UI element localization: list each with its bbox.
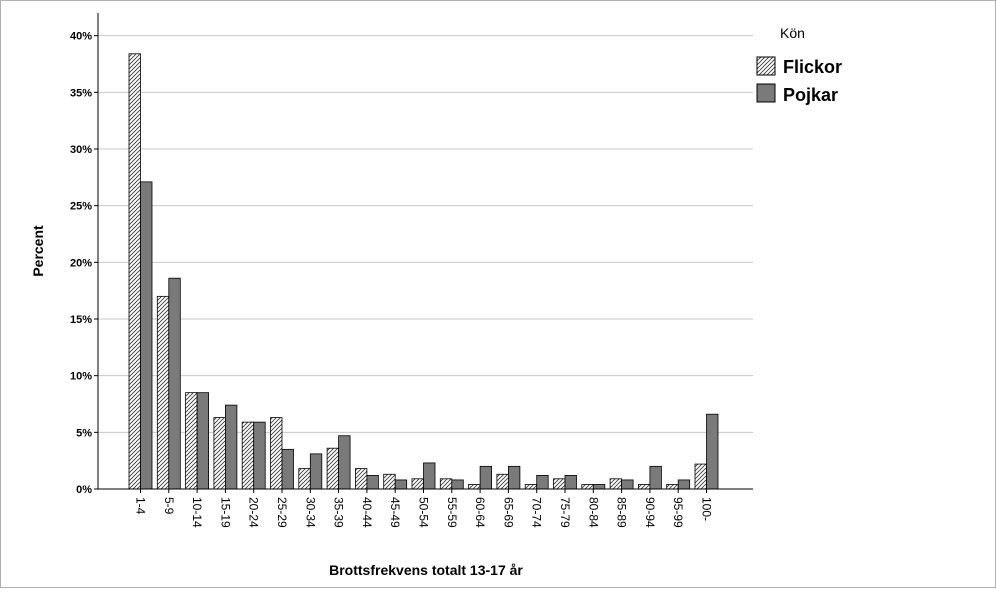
y-tick-label: 25%: [70, 201, 92, 213]
y-tick-label: 30%: [70, 144, 92, 156]
bar-flickor-10-14: [185, 392, 198, 490]
bar-pojkar-15-19: [224, 404, 238, 490]
legend: Kön Flickor Pojkar: [756, 25, 842, 105]
x-tick-label: 95-99: [671, 497, 685, 528]
bar-pojkar-40-44: [366, 474, 379, 490]
x-tick-label: 60-64: [473, 497, 487, 528]
x-tick-label: 75-79: [558, 497, 572, 528]
bar-flickor-5-9: [156, 295, 170, 490]
legend-label-flickor: Flickor: [783, 57, 842, 77]
bar-flickor-55-59: [439, 478, 453, 490]
bar-pojkar-20-24: [253, 421, 266, 490]
y-axis-title: Percent: [30, 225, 46, 277]
y-tick-label: 0%: [76, 484, 92, 496]
x-tick-label: 25-29: [275, 497, 289, 528]
x-tick-label: 5-9: [162, 497, 176, 515]
x-tick-label: 80-84: [586, 497, 600, 528]
bar-pojkar-60-64: [479, 465, 493, 490]
bar-flickor-40-44: [354, 468, 368, 490]
bar-pojkar-35-39: [338, 435, 351, 490]
bar-flickor-25-29: [270, 417, 283, 490]
bar-pojkar-25-29: [281, 448, 294, 490]
y-tick-label: 20%: [70, 257, 92, 269]
bar-flickor-60-64: [468, 484, 481, 490]
bar-flickor-65-69: [496, 473, 509, 490]
y-tick-label: 15%: [70, 314, 92, 326]
bar-flickor-80-84: [581, 484, 594, 490]
gridlines: [98, 35, 753, 433]
bar-pojkar-75-79: [564, 474, 577, 490]
bar-pojkar-80-84: [592, 484, 606, 490]
y-tick-labels: 0% 5% 10% 15% 20% 25% 30% 35% 40%: [70, 31, 98, 496]
bar-flickor-45-49: [383, 473, 396, 490]
bar-flickor-50-54: [411, 478, 424, 490]
bar-pojkar-100-: [706, 413, 719, 490]
x-tick-label: 65-69: [501, 497, 515, 528]
x-tick-label: 70-74: [530, 497, 544, 528]
bar-pojkar-95-99: [677, 479, 691, 490]
bar-pojkar-70-74: [536, 474, 549, 490]
bar-flickor-95-99: [666, 484, 679, 490]
bar-pojkar-1-4: [140, 181, 153, 490]
bar-pojkar-55-59: [451, 479, 464, 490]
x-tick-label: 35-39: [332, 497, 346, 528]
x-tick-label: 40-44: [360, 497, 374, 528]
bar-pojkar-85-89: [621, 479, 634, 490]
legend-label-pojkar: Pojkar: [783, 85, 838, 105]
bar-pojkar-45-49: [394, 479, 408, 490]
x-tick-label: 15-19: [218, 497, 232, 528]
x-tick-label: 85-89: [615, 497, 629, 528]
bar-pojkar-10-14: [196, 392, 210, 490]
bars: [128, 53, 719, 490]
bar-pojkar-65-69: [507, 465, 521, 490]
bar-flickor-30-34: [298, 468, 311, 490]
bar-flickor-1-4: [128, 53, 141, 490]
bar-flickor-70-74: [524, 484, 538, 490]
x-tick-label: 50-54: [417, 497, 431, 528]
x-tick-label: 55-59: [445, 497, 459, 528]
x-tick-label: 30-34: [303, 497, 317, 528]
bar-pojkar-5-9: [168, 277, 181, 490]
bar-flickor-20-24: [241, 421, 255, 490]
x-tick-label: 45-49: [388, 497, 402, 528]
legend-title: Kön: [780, 25, 805, 41]
bar-flickor-35-39: [326, 447, 340, 490]
bar-pojkar-90-94: [649, 465, 662, 490]
bar-flickor-75-79: [553, 478, 566, 490]
bar-pojkar-30-34: [309, 453, 323, 490]
bar-flickor-15-19: [213, 417, 226, 490]
x-tick-label: 20-24: [247, 497, 261, 528]
y-tick-label: 5%: [76, 427, 92, 439]
x-tick-label: 90-94: [643, 497, 657, 528]
bar-flickor-100-: [694, 463, 707, 490]
bar-pojkar-50-54: [423, 462, 436, 490]
bar-flickor-85-89: [609, 478, 622, 490]
bar-flickor-90-94: [638, 484, 651, 490]
y-tick-label: 10%: [70, 371, 92, 383]
legend-swatch-pojkar: [756, 83, 776, 103]
legend-swatch-flickor: [756, 56, 776, 76]
y-tick-label: 40%: [70, 31, 92, 43]
x-tick-labels: 1-4 5-9 10-14 15-19 20-24 25-29 30-34 35-39 40-4…: [134, 489, 714, 528]
x-axis-title: Brottsfrekvens totalt 13-17 år: [329, 562, 523, 578]
x-tick-label: 10-14: [190, 497, 204, 528]
x-tick-label: 1-4: [134, 497, 148, 515]
x-tick-label: 100-: [700, 497, 714, 521]
y-tick-label: 35%: [70, 87, 92, 99]
